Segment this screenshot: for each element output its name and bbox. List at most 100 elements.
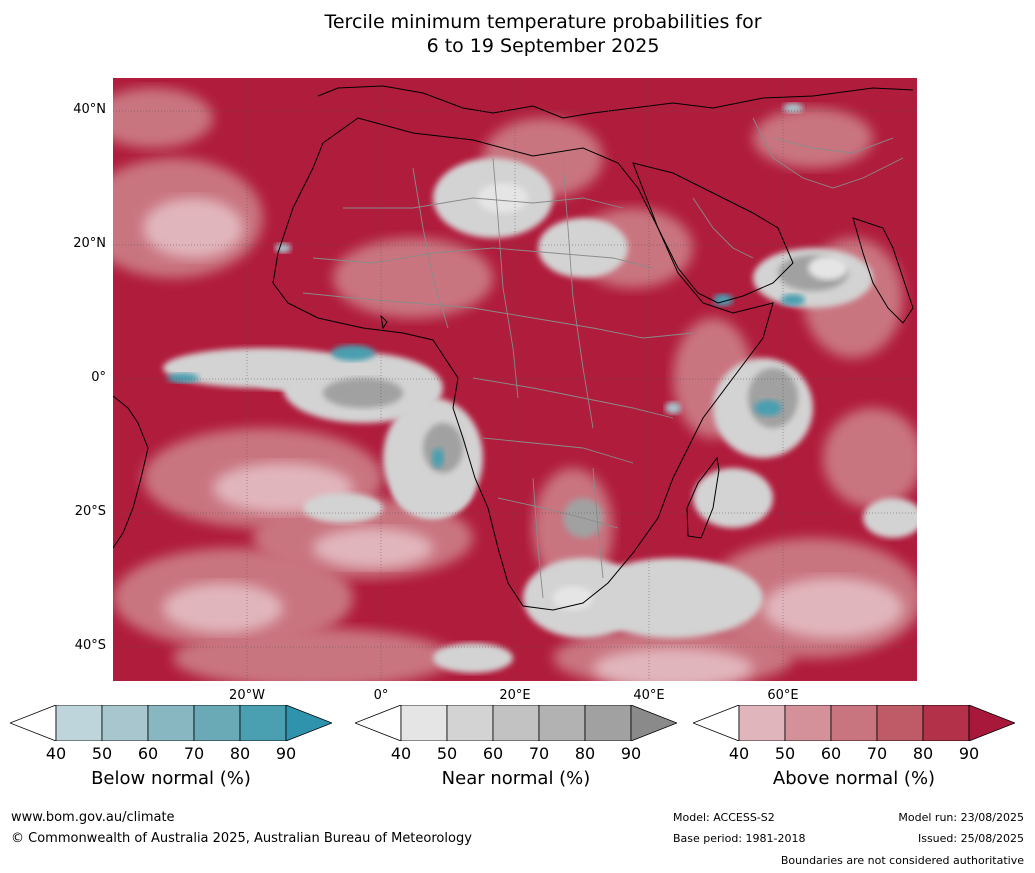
- copyright-text: © Commonwealth of Australia 2025, Austra…: [11, 831, 472, 846]
- africa-coastline: [272, 117, 774, 611]
- contour-patch: [167, 373, 199, 383]
- colorbar-below: [10, 705, 332, 741]
- south-america-coastline: [113, 395, 149, 549]
- colorbar-tick-label: 80: [574, 744, 596, 763]
- contour-patch: [333, 238, 493, 318]
- colorbar-tick-label: 90: [620, 744, 642, 763]
- colorbar-segment: [830, 705, 878, 741]
- website-link[interactable]: www.bom.gov.au/climate: [11, 810, 175, 825]
- lon-label-20w: 20°W: [229, 688, 265, 703]
- colorbar-segment: [922, 705, 970, 741]
- contour-patch: [754, 400, 782, 416]
- contour-patch: [478, 183, 528, 213]
- contour-patch: [748, 368, 798, 428]
- colorbar-tick-label: 70: [866, 744, 888, 763]
- coastlines: [113, 85, 914, 611]
- model-name: Model: ACCESS-S2: [673, 811, 775, 824]
- colorbar-tick-label: 70: [183, 744, 205, 763]
- contour-patch: [393, 458, 473, 518]
- contour-patch: [808, 256, 848, 280]
- colorbar-extend-high: [968, 705, 1015, 741]
- contour-patch: [823, 408, 917, 508]
- lat-label-40n: 40°N: [73, 102, 106, 117]
- colorbar-tick-label: 40: [45, 744, 67, 763]
- contour-patch: [275, 243, 291, 253]
- colorbar-tick-label: 60: [820, 744, 842, 763]
- lon-label-0: 0°: [373, 688, 389, 703]
- contour-patch: [763, 578, 903, 638]
- contour-patch: [783, 103, 803, 113]
- contour-patch: [113, 88, 213, 148]
- colorbar-segment: [147, 705, 195, 741]
- colorbar-tick-label: 90: [275, 744, 297, 763]
- colorbar-extend-low: [355, 705, 402, 741]
- colorbar-above: [693, 705, 1015, 741]
- contour-patch: [423, 423, 463, 473]
- lat-label-20s: 20°S: [74, 504, 106, 519]
- colorbar-segment: [784, 705, 832, 741]
- contour-patch: [753, 108, 873, 168]
- lat-label-20n: 20°N: [73, 236, 106, 251]
- contour-patch: [538, 218, 628, 278]
- contour-patch: [143, 198, 243, 258]
- contour-patch: [331, 345, 375, 361]
- contour-patch: [313, 528, 433, 568]
- country-borders: [302, 117, 904, 599]
- colorbar-tick-label: 80: [229, 744, 251, 763]
- contour-patch: [433, 643, 513, 673]
- colorbar-segment: [239, 705, 287, 741]
- contour-patch: [323, 378, 403, 408]
- madagascar-coastline: [686, 456, 720, 539]
- lat-label-0: 0°: [91, 370, 106, 385]
- colorbar-tick-label: 40: [728, 744, 750, 763]
- contour-patch: [863, 498, 917, 538]
- colorbar-tick-label: 60: [137, 744, 159, 763]
- colorbar-tick-label: 80: [912, 744, 934, 763]
- colorbar-segment: [400, 705, 448, 741]
- contour-patch: [693, 468, 773, 528]
- lon-label-60e: 60°E: [767, 688, 799, 703]
- lon-label-40e: 40°E: [633, 688, 665, 703]
- colorbar-tick-label: 50: [91, 744, 113, 763]
- contour-patch: [163, 583, 283, 633]
- contour-patch: [553, 586, 593, 610]
- contour-patch: [432, 448, 444, 468]
- issued-date: Issued: 25/08/2025: [917, 832, 1024, 845]
- colorbar-extend-high: [285, 705, 332, 741]
- colorbar-segment: [876, 705, 924, 741]
- colorbar-label-below: Below normal (%): [91, 768, 251, 789]
- colorbar-label-above: Above normal (%): [772, 768, 936, 789]
- europe-coastline: [317, 85, 914, 119]
- colorbar-tick-label: 50: [436, 744, 458, 763]
- lat-label-40s: 40°S: [74, 638, 106, 653]
- colorbar-near: [355, 705, 677, 741]
- colorbar-segment: [738, 705, 786, 741]
- colorbar-tick-label: 40: [390, 744, 412, 763]
- contour-patch: [781, 294, 805, 306]
- colorbar-segment: [446, 705, 494, 741]
- colorbar-extend-high: [630, 705, 677, 741]
- colorbar-tick-label: 90: [958, 744, 980, 763]
- colorbar-segment: [55, 705, 103, 741]
- boundaries-disclaimer: Boundaries are not considered authoritat…: [780, 854, 1024, 867]
- colorbar-tick-label: 70: [528, 744, 550, 763]
- model-run-date: Model run: 23/08/2025: [898, 811, 1024, 824]
- arabia-coastline: [632, 162, 794, 304]
- colorbar-segment: [492, 705, 540, 741]
- chart-title: Tercile minimum temperature probabilitie…: [0, 10, 1035, 58]
- colorbar-tick-label: 50: [774, 744, 796, 763]
- map-canvas: [113, 78, 917, 681]
- colorbar-extend-low: [693, 705, 740, 741]
- contour-patch: [253, 366, 333, 390]
- colorbar-segment: [538, 705, 586, 741]
- graticule: [113, 78, 917, 681]
- title-line-1: Tercile minimum temperature probabilitie…: [324, 11, 762, 33]
- base-period: Base period: 1981-2018: [673, 832, 806, 845]
- contour-patch: [173, 628, 453, 681]
- colorbar-label-near: Near normal (%): [441, 768, 591, 789]
- colorbar-tick-label: 60: [482, 744, 504, 763]
- contour-patch: [303, 493, 383, 523]
- colorbar-extend-low: [10, 705, 57, 741]
- probability-contours: [113, 88, 917, 681]
- contour-patch: [593, 648, 753, 681]
